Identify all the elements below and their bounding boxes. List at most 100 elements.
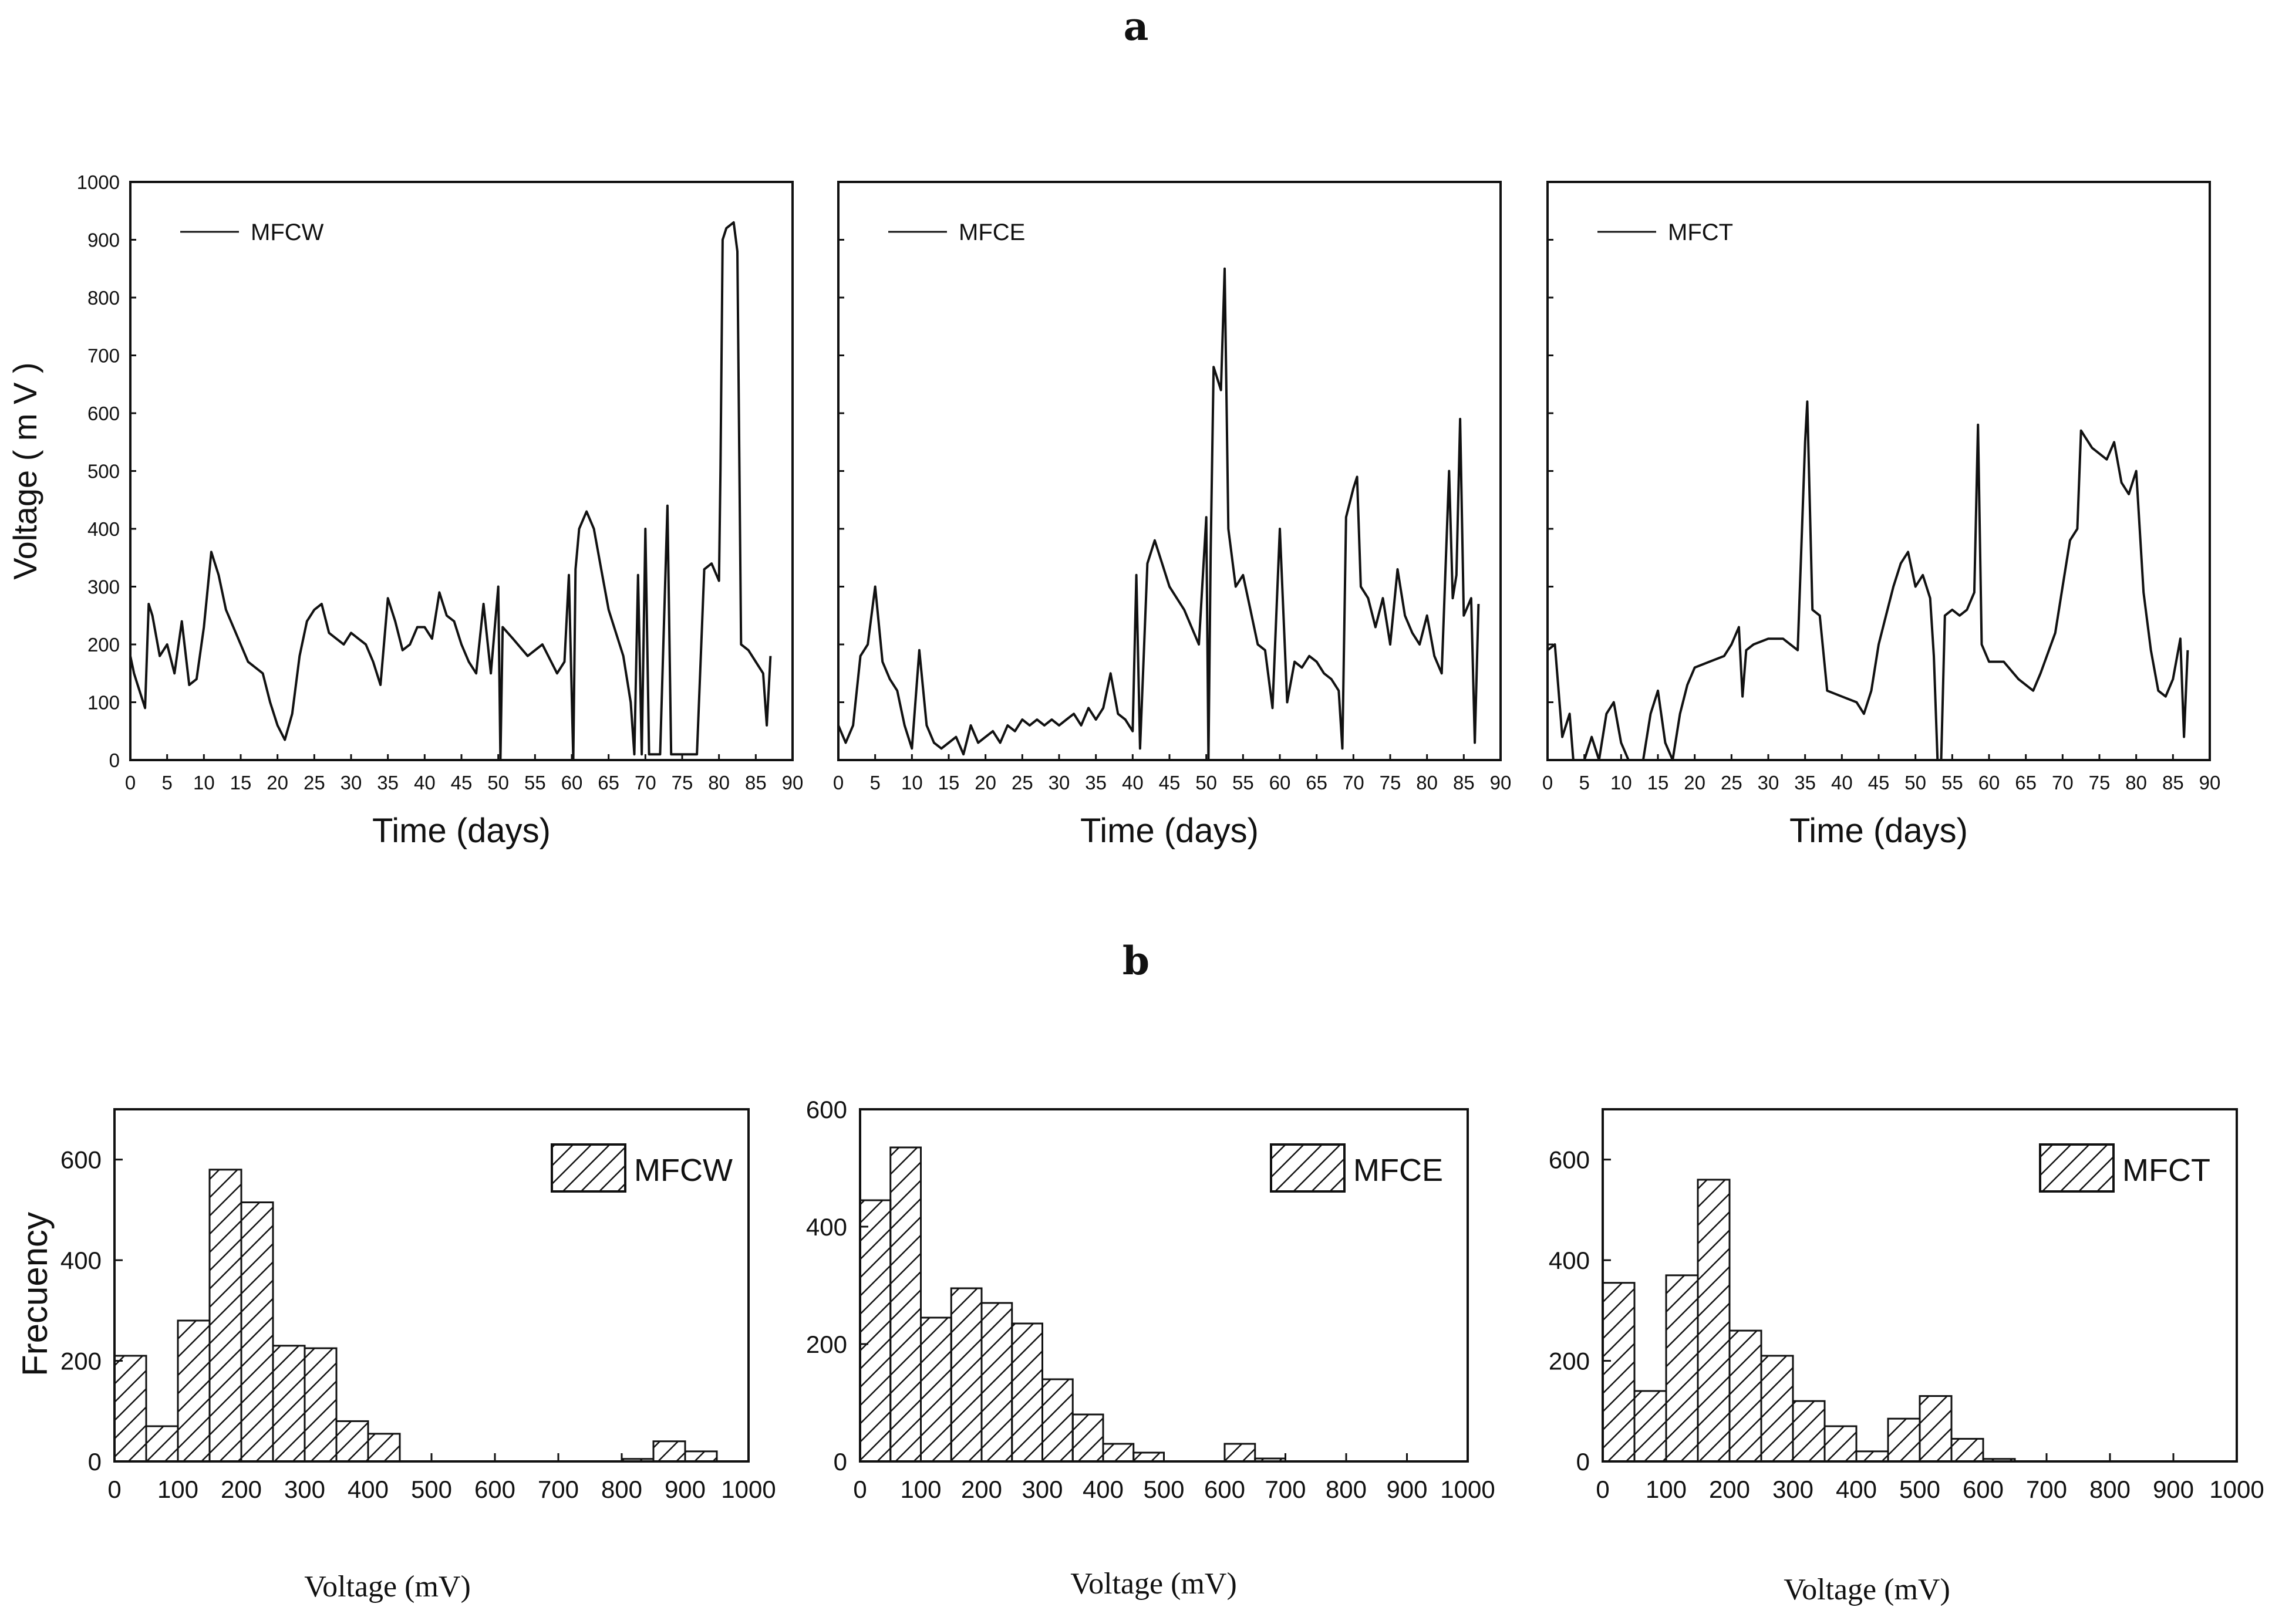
- histogram-bar: [1792, 1400, 1826, 1463]
- legend-label: MFCT: [1668, 220, 1733, 245]
- histogram-bar: [1760, 1355, 1794, 1463]
- y-tick-label: 100: [87, 692, 120, 714]
- y-tick-label: 600: [60, 1146, 102, 1174]
- x-tick-label: 0: [125, 772, 136, 794]
- chart-mfct-a: 0 5 10 15 20 25 30 35 40 45 50 55 60 65 70 75 80 85 90 Time…: [1542, 181, 2221, 850]
- x-tick-label: 85: [2162, 772, 2184, 794]
- histogram-bar: [367, 1433, 401, 1463]
- x-tick-label: 55: [524, 772, 546, 794]
- chart-mfce-b: 0 100 200 300 400 500 600 700 800 900 1000 0 200 400 6…: [806, 1096, 1495, 1601]
- x-tick-label: 35: [377, 772, 399, 794]
- x-tick-label: 0: [853, 1476, 867, 1503]
- x-tick-label: 500: [1143, 1476, 1184, 1503]
- histogram-bar: [240, 1201, 274, 1463]
- x-tick-label: 25: [1012, 772, 1033, 794]
- x-tick-label: 15: [938, 772, 960, 794]
- x-tick-label: 50: [1195, 772, 1217, 794]
- histogram-bar: [1602, 1282, 1636, 1463]
- x-axis-label: Voltage (mV): [1784, 1573, 1950, 1606]
- x-tick-label: 65: [2015, 772, 2037, 794]
- y-tick-label: 200: [1549, 1348, 1590, 1375]
- x-tick-label: 100: [157, 1476, 198, 1503]
- x-tick-label: 700: [538, 1476, 579, 1503]
- x-tick-label: 55: [1941, 772, 1963, 794]
- y-tick-label: 0: [88, 1448, 102, 1476]
- y-tick-label: 200: [87, 634, 120, 656]
- y-tick-label: 500: [87, 461, 120, 482]
- x-tick-label: 65: [1306, 772, 1327, 794]
- histogram-bar: [859, 1199, 892, 1463]
- x-tick-label: 0: [1542, 772, 1553, 794]
- histogram-bar: [920, 1316, 952, 1463]
- x-tick-label: 400: [1083, 1476, 1124, 1503]
- chart-mfcw-a: 0 5 10 15 20 25 30 35 40 45 50 55 60 65 70 75 80 85 900100…: [6, 171, 803, 850]
- x-tick-label: 300: [1772, 1476, 1813, 1503]
- histogram-bar: [1665, 1274, 1699, 1463]
- x-axis-label: Voltage (mV): [1070, 1567, 1237, 1601]
- x-tick-label: 75: [672, 772, 693, 794]
- x-tick-label: 800: [601, 1476, 642, 1503]
- x-tick-label: 90: [2199, 772, 2221, 794]
- x-tick-label: 700: [1265, 1476, 1306, 1503]
- histogram-bar: [1254, 1457, 1286, 1463]
- chart-mfce-a: 0 5 10 15 20 25 30 35 40 45 50 55 60 65 70 75 80 85 90 Time…: [833, 181, 1511, 850]
- x-tick-label: 5: [869, 772, 880, 794]
- x-tick-label: 45: [451, 772, 473, 794]
- x-tick-label: 0: [1596, 1476, 1609, 1503]
- x-tick-label: 60: [1978, 772, 2000, 794]
- x-tick-label: 80: [1416, 772, 1438, 794]
- histogram-bar: [980, 1302, 1013, 1463]
- legend-label: MFCW: [251, 220, 324, 245]
- histogram-bar: [1011, 1322, 1043, 1463]
- histogram-bar: [652, 1440, 686, 1463]
- legend-label: MFCW: [634, 1153, 733, 1188]
- x-tick-label: 20: [267, 772, 288, 794]
- x-tick-label: 45: [1159, 772, 1181, 794]
- y-tick-label: 0: [834, 1448, 847, 1476]
- x-tick-label: 50: [1904, 772, 1926, 794]
- x-tick-label: 35: [1085, 772, 1107, 794]
- x-tick-label: 70: [635, 772, 656, 794]
- series-line-mfcw: [129, 221, 772, 761]
- x-tick-label: 35: [1794, 772, 1816, 794]
- x-axis-label: Time (days): [372, 812, 551, 850]
- x-tick-label: 30: [341, 772, 362, 794]
- plot-frame: [837, 181, 1502, 761]
- chart-mfct-b: 0 100 200 300 400 500 600 700 800 900 1000 0 200 400 6…: [1549, 1108, 2264, 1606]
- legend-swatch: [2039, 1143, 2115, 1193]
- histogram-bar: [208, 1169, 242, 1463]
- y-axis-label: Frecuency: [15, 1212, 55, 1376]
- x-tick-label: 100: [900, 1476, 941, 1503]
- x-tick-label: 200: [961, 1476, 1002, 1503]
- legend-label: MFCT: [2122, 1153, 2210, 1188]
- histogram-bar: [1071, 1413, 1104, 1463]
- x-tick-label: 60: [561, 772, 583, 794]
- chart-mfcw-b: 0 100 200 300 400 500 600 700 800 900 1000 0 200 400 6…: [15, 1108, 776, 1603]
- histogram-bar: [684, 1450, 718, 1463]
- y-axis-label: Voltage ( m V ): [6, 362, 43, 579]
- x-tick-label: 0: [833, 772, 844, 794]
- histogram-bar: [1697, 1179, 1731, 1463]
- histogram-bar: [113, 1355, 147, 1463]
- x-tick-label: 700: [2026, 1476, 2067, 1503]
- x-tick-label: 40: [414, 772, 436, 794]
- histogram-bar: [1728, 1329, 1762, 1463]
- histogram-bar: [889, 1146, 922, 1463]
- x-axis-label: Voltage (mV): [304, 1570, 471, 1603]
- histogram-bar: [1223, 1443, 1256, 1463]
- x-tick-label: 10: [193, 772, 215, 794]
- y-tick-label: 200: [806, 1331, 847, 1358]
- x-tick-label: 15: [230, 772, 252, 794]
- legend-swatch: [1270, 1143, 1346, 1193]
- x-tick-label: 75: [2089, 772, 2111, 794]
- x-tick-label: 30: [1758, 772, 1779, 794]
- y-tick-label: 600: [87, 403, 120, 424]
- histogram-bar: [950, 1287, 983, 1463]
- histogram-bar: [1855, 1450, 1889, 1463]
- y-tick-label: 300: [87, 576, 120, 598]
- x-axis-label: Time (days): [1080, 812, 1259, 850]
- x-tick-label: 600: [1963, 1476, 2004, 1503]
- x-tick-label: 90: [782, 772, 804, 794]
- x-axis-label: Time (days): [1789, 812, 1968, 850]
